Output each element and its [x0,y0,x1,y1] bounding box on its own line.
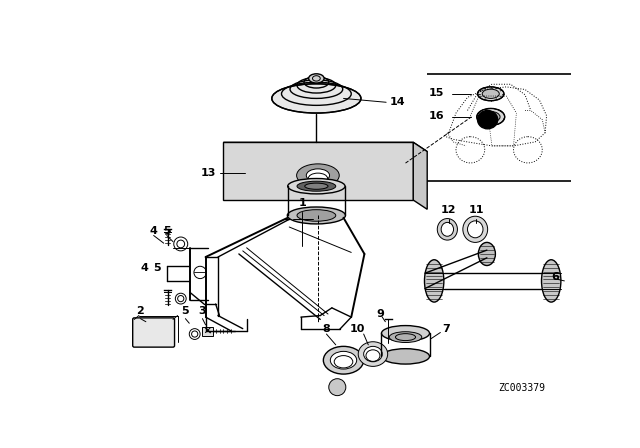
Text: 1: 1 [298,198,307,208]
Text: 10: 10 [350,324,365,334]
Text: 2: 2 [136,306,145,315]
Ellipse shape [424,260,444,302]
Text: 5: 5 [154,263,161,273]
Ellipse shape [463,216,488,242]
Ellipse shape [330,351,356,369]
Ellipse shape [481,112,500,122]
Ellipse shape [272,84,361,113]
Ellipse shape [358,342,388,366]
Polygon shape [223,142,428,151]
Polygon shape [223,142,413,200]
Text: 3: 3 [198,306,206,315]
Ellipse shape [297,181,336,191]
Ellipse shape [477,108,505,125]
Text: 16: 16 [429,111,444,121]
Bar [202,327,213,336]
Ellipse shape [437,219,458,240]
Ellipse shape [307,169,330,182]
Text: 15: 15 [429,88,444,98]
Text: 4: 4 [140,263,148,273]
Ellipse shape [477,87,504,101]
Ellipse shape [288,178,345,194]
Ellipse shape [381,326,429,341]
Ellipse shape [467,221,483,238]
Ellipse shape [287,207,346,224]
Ellipse shape [482,89,499,99]
Text: 5: 5 [182,306,189,315]
Ellipse shape [364,346,382,362]
Text: 4: 4 [150,226,157,236]
Ellipse shape [478,242,495,266]
Ellipse shape [305,183,328,189]
Text: 5: 5 [163,226,171,236]
Text: 9: 9 [377,309,385,319]
Text: 13: 13 [200,168,216,178]
Ellipse shape [297,210,336,221]
Ellipse shape [323,346,364,374]
Ellipse shape [389,332,422,343]
Ellipse shape [441,222,454,236]
Text: 6: 6 [551,272,559,282]
Ellipse shape [296,164,339,187]
Ellipse shape [381,349,429,364]
Text: 12: 12 [441,206,457,215]
Text: 14: 14 [390,96,406,107]
Ellipse shape [329,379,346,396]
Text: ZC003379: ZC003379 [499,383,545,392]
Polygon shape [413,142,428,209]
Ellipse shape [308,74,324,83]
Text: 8: 8 [323,324,330,334]
Text: 7: 7 [442,324,450,334]
Ellipse shape [541,260,561,302]
Text: 11: 11 [468,206,484,215]
FancyBboxPatch shape [132,318,175,347]
